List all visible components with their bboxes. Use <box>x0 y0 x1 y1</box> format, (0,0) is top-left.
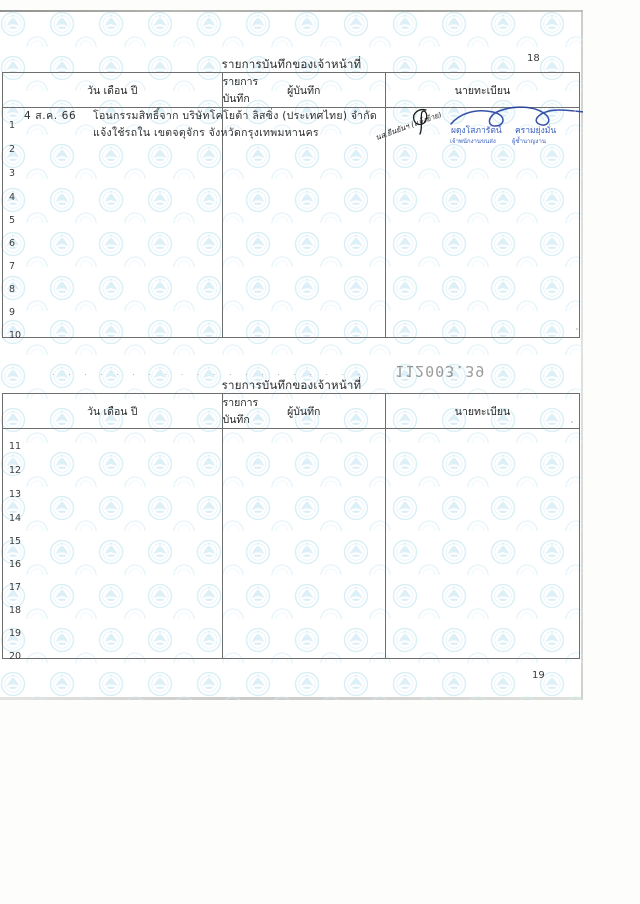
cell-registrar-upper <box>384 107 581 338</box>
cell-recorder-lower <box>221 428 386 659</box>
row-number: 9 <box>9 307 16 318</box>
row-number: 15 <box>9 536 22 547</box>
table-body-row: 11 12 13 14 15 16 17 18 19 20 <box>2 428 581 662</box>
section-upper-title: รายการบันทึกของเจ้าหน้าที่ <box>221 57 362 71</box>
table-header-row: วัน เดือน ปี รายการบันทึก ผู้บันทึก นายท… <box>2 393 581 429</box>
column-header-date: วัน เดือน ปี <box>2 393 223 429</box>
row-number: 8 <box>9 284 16 295</box>
record-table-upper: วัน เดือน ปี รายการบันทึก ผู้บันทึก นายท… <box>2 72 581 341</box>
row-number: 11 <box>9 441 22 452</box>
sheet-top-edge <box>0 10 583 12</box>
record-table-lower: วัน เดือน ปี รายการบันทึก ผู้บันทึก นายท… <box>2 393 581 662</box>
table-header-row: วัน เดือน ปี รายการบันทึก ผู้บันทึก นายท… <box>2 72 581 108</box>
paper-sheet: รายการบันทึกของเจ้าหน้าที่ 18 วัน เดือน … <box>0 10 583 700</box>
column-header-recorder: ผู้บันทึก <box>221 393 386 429</box>
scan-speck <box>576 328 578 330</box>
row-number: 4 <box>9 192 16 203</box>
row-number: 5 <box>9 215 16 226</box>
section-lower-title: รายการบันทึกของเจ้าหน้าที่ <box>221 378 362 392</box>
row-number: 10 <box>9 330 22 341</box>
cell-registrar-lower <box>384 428 581 659</box>
row-number: 20 <box>9 651 22 662</box>
row-number: 14 <box>9 513 22 524</box>
bleed-through-number: 112003.39 <box>395 362 486 380</box>
row-number: 13 <box>9 489 22 500</box>
cell-recorder-upper <box>221 107 386 338</box>
row-number: 7 <box>9 261 16 272</box>
scan-speck <box>571 421 573 423</box>
sheet-bottom-edge <box>0 697 583 700</box>
column-header-registrar: นายทะเบียน <box>384 72 581 108</box>
row-number: 2 <box>9 144 16 155</box>
row-number: 1 <box>9 120 16 131</box>
row-number: 3 <box>9 168 16 179</box>
perforation-dot-row: . . . . . . . . . . . . . . . . . . . . <box>52 368 366 377</box>
column-header-registrar: นายทะเบียน <box>384 393 581 429</box>
cell-date-lower: 11 12 13 14 15 16 17 18 19 20 <box>2 428 223 662</box>
page-number-lower: 19 <box>532 670 545 681</box>
row-number-list-upper: 1 2 3 4 5 6 7 8 9 10 <box>3 108 222 341</box>
column-header-recorder: ผู้บันทึก <box>221 72 386 108</box>
cell-date-upper: 1 2 3 4 5 6 7 8 9 10 <box>2 107 223 341</box>
row-number: 17 <box>9 582 22 593</box>
scan-speck <box>574 110 576 112</box>
row-number: 18 <box>9 605 22 616</box>
row-number: 16 <box>9 559 22 570</box>
table-body-row: 1 2 3 4 5 6 7 8 9 10 <box>2 107 581 341</box>
row-number-list-lower: 11 12 13 14 15 16 17 18 19 20 <box>3 429 222 662</box>
page-number-upper: 18 <box>527 53 540 64</box>
row-number: 19 <box>9 628 22 639</box>
row-number: 6 <box>9 238 16 249</box>
column-header-date: วัน เดือน ปี <box>2 72 223 108</box>
sheet-right-edge <box>581 10 583 700</box>
row-number: 12 <box>9 465 22 476</box>
